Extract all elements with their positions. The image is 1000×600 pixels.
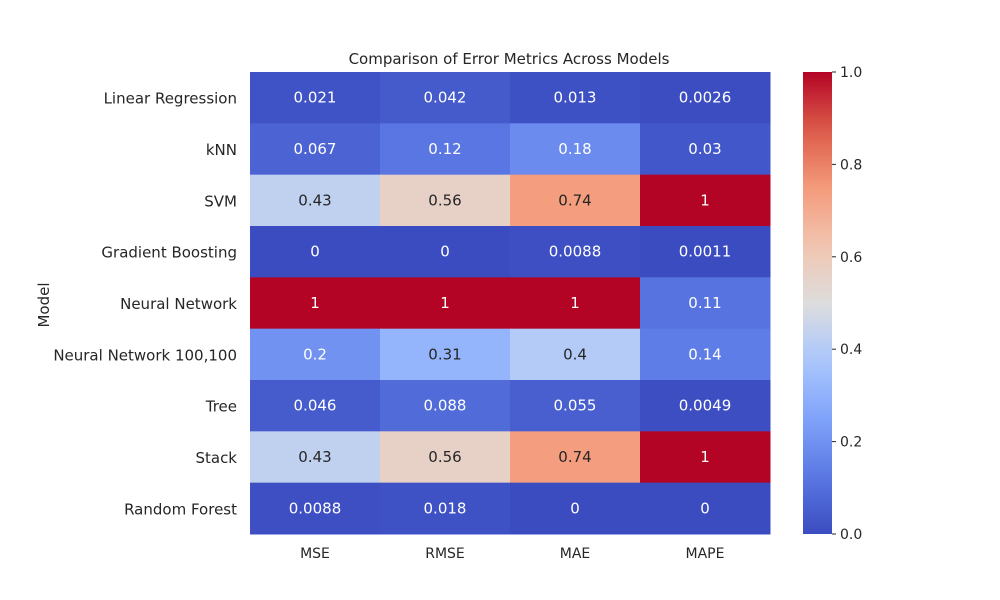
cell-value-label: 0.56 [428,191,461,209]
cell-value-label: 0.12 [428,140,461,158]
heatmap-cell [250,328,381,381]
chart-title: Comparison of Error Metrics Across Model… [349,50,670,68]
column-tick-label: MAE [560,546,591,562]
cell-value-label: 0 [570,499,580,517]
heatmap-cell [510,482,641,535]
column-tick-label: MSE [300,546,330,562]
row-tick-label: Gradient Boosting [101,244,237,262]
heatmap-cell [640,72,771,124]
cell-value-label: 0.088 [424,397,467,415]
heatmap-cell [250,277,381,330]
cell-value-label: 1 [700,191,710,209]
heatmap-cell [510,328,641,381]
cell-value-label: 0.43 [298,191,331,209]
heatmap-cell [380,174,511,227]
heatmap-cell [640,380,771,432]
colorbar-ticks: 0.0 0.2 0.4 0.6 0.8 1.0 [832,65,862,543]
heatmap-cell [250,123,381,176]
heatmap-cell [510,226,641,278]
row-tick-label: Linear Regression [104,90,237,108]
heatmap-cell [640,328,771,381]
colorbar-tick-label: 0.2 [840,435,862,451]
heatmap-cell [640,277,771,330]
heatmap-cell [510,72,641,124]
cell-value-label: 0.74 [558,191,591,209]
heatmap-cell [380,482,511,535]
column-tick-label: RMSE [425,546,465,562]
heatmap-cell [640,174,771,227]
colorbar-tick-label: 0.0 [840,527,862,543]
heatmap-cell [640,482,771,535]
cell-value-label: 0 [440,243,450,261]
cell-value-label: 1 [440,294,450,312]
cell-value-label: 0.74 [558,448,591,466]
y-axis-label: Model [35,282,53,327]
cell-value-label: 0.18 [558,140,591,158]
heatmap-cell [510,277,641,330]
heatmap-cell [380,72,511,124]
row-tick-label: Tree [205,398,237,416]
cell-value-label: 0.43 [298,448,331,466]
row-tick-label: kNN [206,141,237,159]
heatmap-cell [640,226,771,278]
cell-value-label: 0.021 [294,89,337,107]
row-tick-label: Neural Network 100,100 [53,346,237,364]
heatmap-cell [640,431,771,484]
cell-value-label: 0.067 [294,140,337,158]
heatmap-cell [380,277,511,330]
row-tick-label: Random Forest [124,500,237,518]
heatmap-cell [380,226,511,278]
cell-value-label: 0.0049 [679,397,732,415]
cell-value-label: 1 [310,294,320,312]
cell-value-label: 0.0088 [289,499,342,517]
cell-value-label: 0.2 [303,345,327,363]
colorbar [803,72,832,534]
cell-value-label: 0.042 [424,89,467,107]
column-tick-label: MAPE [686,546,725,562]
cell-value-label: 0 [700,499,710,517]
row-tick-label: Stack [195,449,237,467]
colorbar-tick-label: 0.4 [840,342,862,358]
heatmap-cell [510,431,641,484]
heatmap-cell [510,174,641,227]
heatmap-cells: 0.021 0.042 0.013 0.0026 0.067 0.12 0.18 0.03 0.… [250,72,771,535]
cell-value-label: 0.56 [428,448,461,466]
cell-value-label: 0.0088 [549,243,602,261]
heatmap-cell [250,431,381,484]
colorbar-tick-label: 1.0 [840,65,862,81]
heatmap-cell [380,328,511,381]
heatmap-cell [380,380,511,432]
cell-value-label: 0.4 [563,345,587,363]
cell-value-label: 0.046 [294,397,337,415]
heatmap-cell [510,123,641,176]
row-tick-labels: Linear Regression kNN SVM Gradient Boosting… [53,90,237,519]
cell-value-label: 0.03 [688,140,721,158]
heatmap-cell [640,123,771,176]
cell-value-label: 0.0011 [679,243,732,261]
column-tick-labels: MSE RMSE MAE MAPE [300,546,724,562]
cell-value-label: 0.31 [428,345,461,363]
heatmap-cell [380,123,511,176]
heatmap-cell [510,380,641,432]
colorbar-tick-label: 0.8 [840,157,862,173]
cell-value-label: 0 [310,243,320,261]
cell-value-label: 0.013 [554,89,597,107]
cell-value-label: 0.14 [688,345,721,363]
row-tick-label: Neural Network [120,295,237,313]
cell-value-label: 0.11 [688,294,721,312]
heatmap-cell [250,482,381,535]
cell-value-label: 0.055 [554,397,597,415]
heatmap-cell [380,431,511,484]
cell-value-label: 0.0026 [679,89,732,107]
cell-value-label: 1 [570,294,580,312]
row-tick-label: SVM [204,192,237,210]
colorbar-tick-label: 0.6 [840,250,862,266]
heatmap-cell [250,380,381,432]
cell-value-label: 0.018 [424,499,467,517]
heatmap-cell [250,72,381,124]
heatmap-cell [250,226,381,278]
heatmap-cell [250,174,381,227]
cell-value-label: 1 [700,448,710,466]
